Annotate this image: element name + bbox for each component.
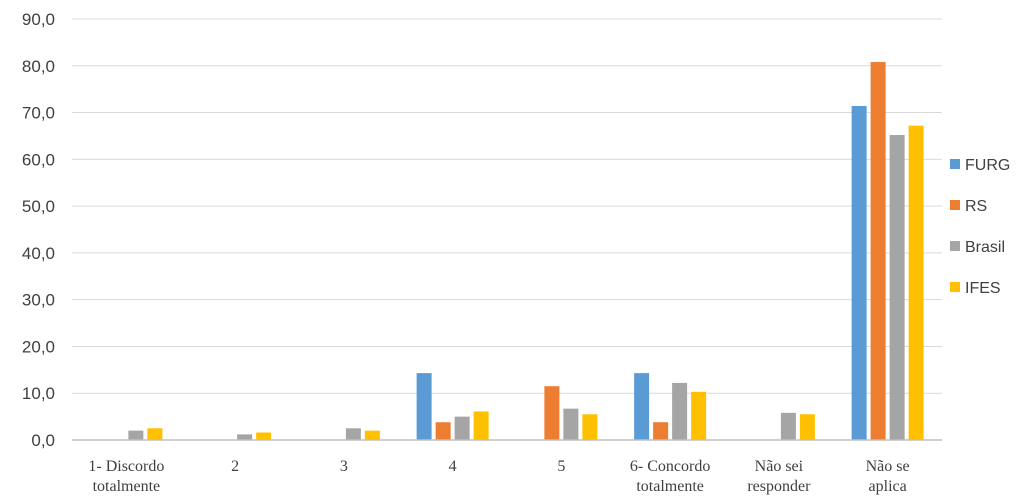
x-category-label: Não sei responder xyxy=(747,458,811,495)
x-category-label: 6- Concordo totalmente xyxy=(630,458,710,495)
y-tick-label: 40,0 xyxy=(22,244,55,263)
bar-brasil-4 xyxy=(454,416,470,440)
bar-brasil-6 xyxy=(672,382,688,440)
bar-furg-4 xyxy=(416,373,432,440)
y-tick-label: 10,0 xyxy=(22,384,55,403)
bar-ifes-3 xyxy=(364,430,380,440)
bar-ifes-7 xyxy=(799,414,815,440)
legend-label-furg: FURG xyxy=(965,157,1010,174)
bar-ifes-2 xyxy=(256,432,272,440)
bar-brasil-2 xyxy=(237,434,253,440)
y-tick-label: 90,0 xyxy=(22,10,55,29)
bar-rs-6 xyxy=(653,422,669,440)
legend-swatch-brasil xyxy=(950,241,960,251)
y-tick-label: 80,0 xyxy=(22,57,55,76)
legend-swatch-ifes xyxy=(950,282,960,292)
x-category-label: 3 xyxy=(340,458,348,475)
legend-swatch-furg xyxy=(950,159,960,169)
bar-rs-5 xyxy=(544,386,560,440)
bar-furg-8 xyxy=(851,106,867,441)
x-category-label: 5 xyxy=(557,458,565,475)
legend-label-rs: RS xyxy=(965,198,987,215)
bar-ifes-1 xyxy=(147,428,163,440)
bars xyxy=(128,62,924,441)
legend-label-brasil: Brasil xyxy=(965,239,1005,256)
x-category-label: 2 xyxy=(231,458,239,475)
bar-brasil-7 xyxy=(780,412,796,440)
bar-brasil-3 xyxy=(345,428,361,440)
x-category-label: 4 xyxy=(449,458,457,475)
bar-ifes-5 xyxy=(582,414,598,440)
legend-label-ifes: IFES xyxy=(965,280,1001,297)
y-tick-label: 20,0 xyxy=(22,337,55,356)
bar-furg-6 xyxy=(634,373,650,440)
bar-rs-4 xyxy=(435,422,451,440)
bar-brasil-1 xyxy=(128,430,144,440)
axes: 0,0 10,0 20,0 30,0 40,0 50,0 60,0 70,0 80,0 90,0 1… xyxy=(22,10,942,495)
bar-rs-8 xyxy=(870,62,886,441)
y-tick-label: 50,0 xyxy=(22,197,55,216)
x-category-label: 1- Discordo totalmente xyxy=(88,458,164,495)
y-tick-label: 0,0 xyxy=(31,431,55,450)
y-tick-label: 70,0 xyxy=(22,104,55,123)
bar-brasil-8 xyxy=(889,135,905,440)
bar-brasil-5 xyxy=(563,408,579,440)
x-category-label: Não se aplica xyxy=(866,458,910,495)
bar-ifes-6 xyxy=(691,391,707,440)
legend: FURG RS Brasil IFES xyxy=(950,157,1010,297)
bar-ifes-8 xyxy=(908,125,924,441)
y-tick-label: 30,0 xyxy=(22,291,55,310)
bar-ifes-4 xyxy=(473,411,489,440)
y-tick-label: 60,0 xyxy=(22,150,55,169)
gridlines xyxy=(72,18,942,394)
legend-swatch-rs xyxy=(950,200,960,210)
